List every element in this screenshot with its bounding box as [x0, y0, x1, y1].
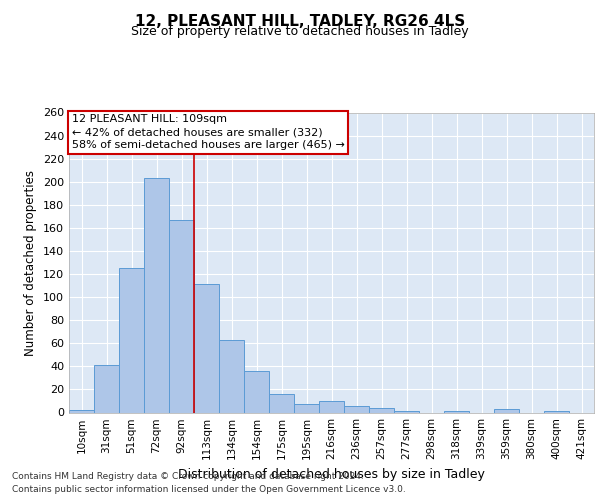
Bar — [119, 268, 144, 412]
Bar — [94, 365, 119, 412]
Bar — [69, 410, 94, 412]
Text: Size of property relative to detached houses in Tadley: Size of property relative to detached ho… — [131, 25, 469, 38]
Text: Contains HM Land Registry data © Crown copyright and database right 2024.: Contains HM Land Registry data © Crown c… — [12, 472, 364, 481]
Bar — [344, 406, 369, 412]
Bar — [494, 409, 519, 412]
Bar — [269, 394, 294, 412]
Bar — [319, 401, 344, 412]
Text: 12 PLEASANT HILL: 109sqm
← 42% of detached houses are smaller (332)
58% of semi-: 12 PLEASANT HILL: 109sqm ← 42% of detach… — [71, 114, 344, 150]
Bar — [169, 220, 194, 412]
Bar — [144, 178, 169, 412]
X-axis label: Distribution of detached houses by size in Tadley: Distribution of detached houses by size … — [178, 468, 485, 481]
Text: 12, PLEASANT HILL, TADLEY, RG26 4LS: 12, PLEASANT HILL, TADLEY, RG26 4LS — [135, 14, 465, 29]
Text: Contains public sector information licensed under the Open Government Licence v3: Contains public sector information licen… — [12, 485, 406, 494]
Bar — [219, 340, 244, 412]
Bar — [194, 284, 219, 412]
Bar — [244, 371, 269, 412]
Y-axis label: Number of detached properties: Number of detached properties — [25, 170, 37, 356]
Bar — [294, 404, 319, 412]
Bar — [369, 408, 394, 412]
